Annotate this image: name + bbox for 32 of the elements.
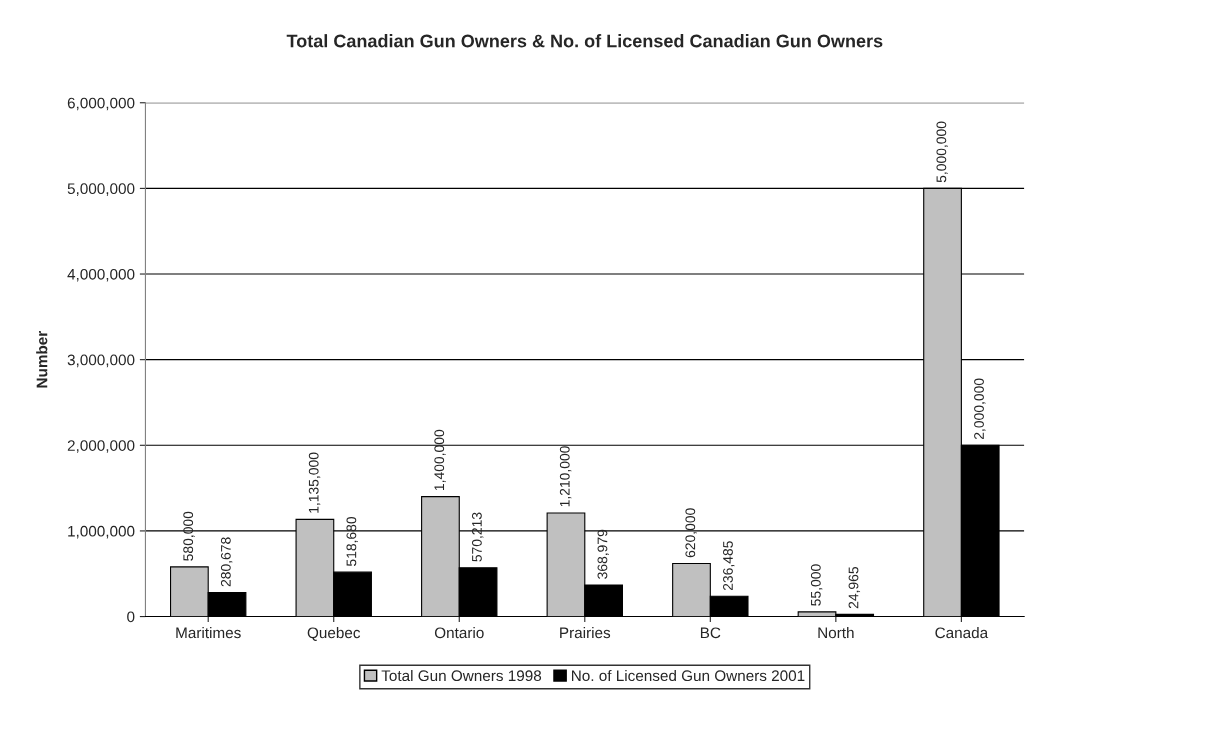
- x-tick-label: North: [818, 626, 854, 639]
- data-label: 1,210,000: [559, 446, 572, 507]
- data-label: 368,979: [597, 529, 609, 579]
- chart-title: Total Canadian Gun Owners & No. of Licensed Canadian Gun Owners: [286, 34, 883, 48]
- data-label: 236,485: [723, 541, 735, 591]
- y-tick-label: 1,000,000: [68, 525, 135, 539]
- legend-label: No. of Licensed Gun Owners 2001: [572, 669, 805, 682]
- data-label: 1,135,000: [308, 452, 321, 513]
- x-tick-label: Ontario: [434, 626, 484, 639]
- data-label: 2,000,000: [974, 378, 986, 440]
- data-label: 5,000,000: [936, 121, 948, 183]
- y-tick-label: 6,000,000: [67, 97, 135, 111]
- data-label: 518,680: [346, 516, 358, 567]
- y-tick-label: 2,000,000: [67, 440, 135, 453]
- y-tick-label: 5,000,000: [67, 183, 135, 196]
- y-tick-label: 4,000,000: [67, 268, 135, 282]
- x-tick-label: Maritimes: [176, 626, 241, 639]
- x-tick-label: Prairies: [560, 626, 611, 639]
- y-axis-title: Number: [36, 331, 48, 388]
- data-label: 24,965: [848, 566, 861, 609]
- legend-label: Total Gun Owners 1998: [381, 669, 542, 682]
- x-tick-label: BC: [700, 627, 721, 639]
- data-label: 570,213: [471, 512, 484, 562]
- data-label: 280,678: [220, 537, 233, 587]
- data-label: 580,000: [183, 511, 195, 561]
- x-tick-label: Quebec: [307, 626, 361, 641]
- data-label: 1,400,000: [434, 429, 446, 491]
- y-tick-label: 3,000,000: [67, 354, 135, 368]
- x-tick-label: Canada: [935, 626, 989, 639]
- data-label: 55,000: [810, 564, 823, 606]
- data-label: 620,000: [685, 508, 697, 558]
- y-tick-label: 0: [127, 611, 135, 623]
